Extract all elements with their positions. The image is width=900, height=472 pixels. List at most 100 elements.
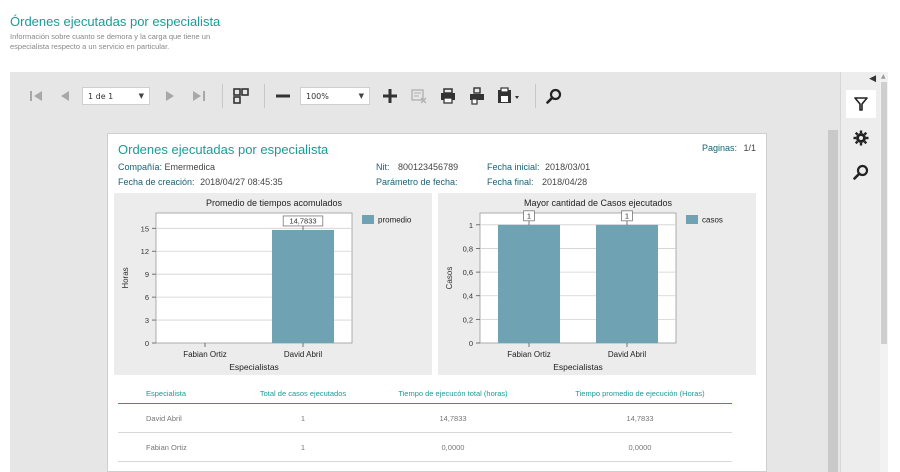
y-tick-label: 3 [145,316,149,325]
cell-tiempo-total: 14,7833 [439,413,467,423]
y-tick-label: 0 [145,339,149,348]
data-label: 1 [625,212,629,221]
viewer-toolbar: 1 de 1 ▼ 100% ▼ [10,72,840,120]
end-row: Fecha final: 2018/04/28 [487,177,587,187]
zoom-select[interactable]: 100% ▼ [300,87,370,105]
y-tick-label: 1 [469,221,473,230]
end-label: Fecha final: [487,177,534,187]
last-page-icon[interactable] [187,84,211,108]
data-label-box [282,215,324,227]
y-axis-label: Horas [121,267,130,288]
zoom-select-value: 100% [306,91,329,101]
clear-highlights-icon[interactable] [407,84,431,108]
pages-label: Paginas: [701,143,737,153]
table-header: Especialista Total de casos ejecutados T… [118,384,732,404]
x-axis-label: Especialistas [229,362,279,372]
cell-especialista: Fabian Ortiz [146,442,187,452]
created-label: Fecha de creación: [118,177,195,187]
cell-tiempo-total: 0,0000 [441,442,465,452]
prev-page-icon[interactable] [53,84,77,108]
x-tick-label: David Abril [608,350,646,359]
nit-row: Nit: 800123456789 [376,162,458,172]
bar [596,224,658,343]
page-header: Órdenes ejecutadas por especialista Info… [10,14,250,52]
chart-title: Promedio de tiempos acomulados [206,198,343,208]
zoom-in-icon[interactable] [378,84,402,108]
print-icon[interactable] [436,84,460,108]
cell-especialista: David Abril [146,413,182,423]
side-panel: ◀ [840,72,880,472]
x-tick-label: Fabian Ortiz [507,350,551,359]
report-scrollbar[interactable] [828,130,838,472]
page-scrollbar[interactable]: ▲ [880,72,888,472]
toolbar-separator [264,84,265,108]
y-tick-label: 12 [141,247,149,256]
zoom-out-icon[interactable] [271,84,295,108]
table-row: Fabian Ortiz 1 0,0000 0,0000 [118,433,732,462]
collapse-panel-icon[interactable]: ◀ [869,74,876,84]
data-label: 14,7833 [289,217,316,226]
filter-icon[interactable] [846,90,876,118]
bar [272,229,334,343]
search-icon[interactable] [542,84,566,108]
chart-casos: Mayor cantidad de Casos ejecutados 0 0,2 0,… [438,193,756,375]
data-label: 1 [527,212,531,221]
report-page: Ordenes ejecutadas por especialista Pagi… [107,133,767,472]
cell-tiempo-promedio: 14,7833 [626,413,654,423]
scroll-up-icon[interactable]: ▲ [881,73,886,80]
settings-icon[interactable] [846,124,876,152]
header-tiempo-total: Tiempo de ejecucón total (horas) [398,389,508,398]
legend-label: casos [702,216,723,225]
next-page-icon[interactable] [158,84,182,108]
legend-swatch [362,215,374,224]
pages-value: 1/1 [743,143,756,153]
header-especialista: Especialista [146,389,187,398]
y-tick-label: 15 [141,224,149,233]
export-icon[interactable] [494,84,524,108]
chart-promedio: Promedio de tiempos acomulados 0 3 6 9 12 15 Fa… [114,193,432,375]
chart-promedio-svg: Promedio de tiempos acomulados 0 3 6 9 12 15 Fa… [121,198,412,372]
page-scrollbar-thumb[interactable] [881,82,887,344]
table-row: David Abril 1 14,7833 14,7833 [118,404,732,433]
results-table: Especialista Total de casos ejecutados T… [118,384,732,462]
y-tick-label: 0 [469,339,473,348]
y-tick-label: 0,8 [463,244,473,253]
end-value: 2018/04/28 [542,177,588,187]
y-tick-label: 0,2 [463,315,473,324]
start-value: 2018/03/01 [545,162,591,172]
start-row: Fecha inicial: 2018/03/01 [487,162,590,172]
chart-title: Mayor cantidad de Casos ejecutados [524,198,673,208]
start-label: Fecha inicial: [487,162,540,172]
y-axis-label: Casos [445,267,454,290]
company-label: Compañía: [118,162,163,172]
page-select-value: 1 de 1 [88,91,114,101]
chevron-down-icon: ▼ [358,92,364,100]
y-tick-label: 9 [145,270,149,279]
toolbar-separator [222,84,223,108]
page-description: Información sobre cuanto se demora y la … [10,32,211,51]
param-label: Parámetro de fecha: [376,177,458,187]
print-page-icon[interactable] [465,84,489,108]
company-value: Emermedica [164,162,216,172]
cell-tiempo-promedio: 0,0000 [628,442,652,452]
page-title: Órdenes ejecutadas por especialista [10,14,221,29]
first-page-icon[interactable] [24,84,48,108]
report-title: Ordenes ejecutadas por especialista [118,142,329,157]
bar [498,224,560,343]
search-icon[interactable] [846,158,876,186]
chart-casos-svg: Mayor cantidad de Casos ejecutados 0 0,2 0,… [445,198,723,372]
y-tick-label: 6 [145,293,149,302]
cell-total-casos: 1 [300,442,306,452]
x-axis-label: Especialistas [553,362,603,372]
page-select[interactable]: 1 de 1 ▼ [82,87,150,105]
toolbar-separator [535,84,536,108]
report-pages: Paginas: 1/1 [702,143,756,153]
y-tick-label: 0,4 [463,292,473,301]
report-viewer: 1 de 1 ▼ 100% ▼ [10,72,888,472]
data-label-box [523,210,535,222]
chevron-down-icon: ▼ [138,92,144,100]
cell-total-casos: 1 [300,413,306,423]
multipage-icon[interactable] [229,84,253,108]
x-tick-label: David Abril [284,350,322,359]
